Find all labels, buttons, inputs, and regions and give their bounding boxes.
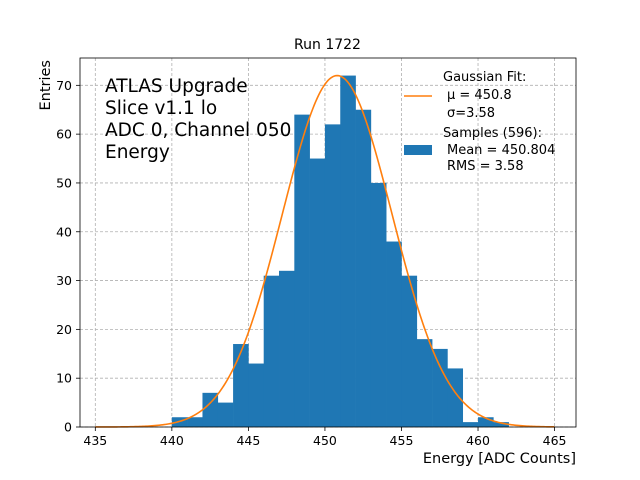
y-tick-label: 70 xyxy=(56,78,72,93)
gaussian-fit-curve xyxy=(95,74,555,428)
legend-samples-swatch xyxy=(404,145,432,155)
histogram-bar xyxy=(202,392,219,427)
x-axis-ticks: 435 440 445 450 455 460 465 xyxy=(83,427,566,448)
annotation-line: ADC 0, Channel 050 xyxy=(105,120,291,141)
chart-title: Run 1722 xyxy=(294,37,361,53)
histogram-bar xyxy=(370,182,387,427)
x-tick-label: 445 xyxy=(236,433,260,448)
y-tick-label: 40 xyxy=(56,224,72,239)
x-axis-label: Energy [ADC Counts] xyxy=(423,451,576,467)
legend-samples-rms: RMS = 3.58 xyxy=(447,159,524,174)
annotation-block: ATLAS Upgrade Slice v1.1 lo ADC 0, Chann… xyxy=(105,76,291,163)
histogram-bar xyxy=(355,109,372,427)
histogram-bar xyxy=(279,270,295,427)
y-tick-label: 50 xyxy=(56,175,72,190)
legend-fit-mu: μ = 450.8 xyxy=(447,88,512,103)
histogram-bar xyxy=(432,348,448,427)
annotation-line: Energy xyxy=(105,142,170,163)
histogram-bar xyxy=(478,417,494,427)
y-axis-label: Entries xyxy=(38,60,54,111)
histogram-bar xyxy=(294,114,310,427)
histogram-bar xyxy=(309,158,326,428)
y-axis-ticks: 0 10 20 30 40 50 60 70 xyxy=(56,78,80,435)
x-tick-label: 465 xyxy=(543,433,567,448)
legend-fit-sigma: σ=3.58 xyxy=(447,106,495,121)
histogram-bar xyxy=(263,275,280,427)
legend-samples-title: Samples (596): xyxy=(443,126,542,141)
histogram-bar xyxy=(401,275,418,427)
x-tick-label: 460 xyxy=(466,433,490,448)
y-tick-label: 10 xyxy=(56,371,72,386)
histogram-bar xyxy=(324,124,341,427)
x-tick-label: 435 xyxy=(83,433,107,448)
x-tick-label: 450 xyxy=(313,433,337,448)
x-tick-label: 440 xyxy=(160,433,184,448)
histogram-bars xyxy=(171,75,509,428)
histogram-bar xyxy=(447,368,464,427)
y-tick-label: 30 xyxy=(56,273,72,288)
y-tick-label: 60 xyxy=(56,127,72,142)
legend-fit-title: Gaussian Fit: xyxy=(443,70,526,85)
histogram-bar xyxy=(233,344,249,427)
histogram-bar xyxy=(217,402,234,427)
histogram-bar xyxy=(462,422,479,427)
legend-samples-mean: Mean = 450.804 xyxy=(447,143,555,158)
histogram-bar xyxy=(248,363,265,427)
x-tick-label: 455 xyxy=(390,433,414,448)
y-tick-label: 20 xyxy=(56,322,72,337)
legend: Gaussian Fit: μ = 450.8 σ=3.58 Samples (… xyxy=(404,70,555,174)
plot-frame xyxy=(79,57,577,428)
annotation-line: ATLAS Upgrade xyxy=(105,76,248,97)
histogram-bar xyxy=(416,339,433,427)
histogram-bar xyxy=(187,417,203,427)
y-tick-label: 0 xyxy=(64,420,72,435)
histogram-bar xyxy=(340,75,356,428)
histogram-bar xyxy=(493,422,509,427)
histogram-bar xyxy=(386,241,402,427)
annotation-line: Slice v1.1 lo xyxy=(105,98,217,119)
